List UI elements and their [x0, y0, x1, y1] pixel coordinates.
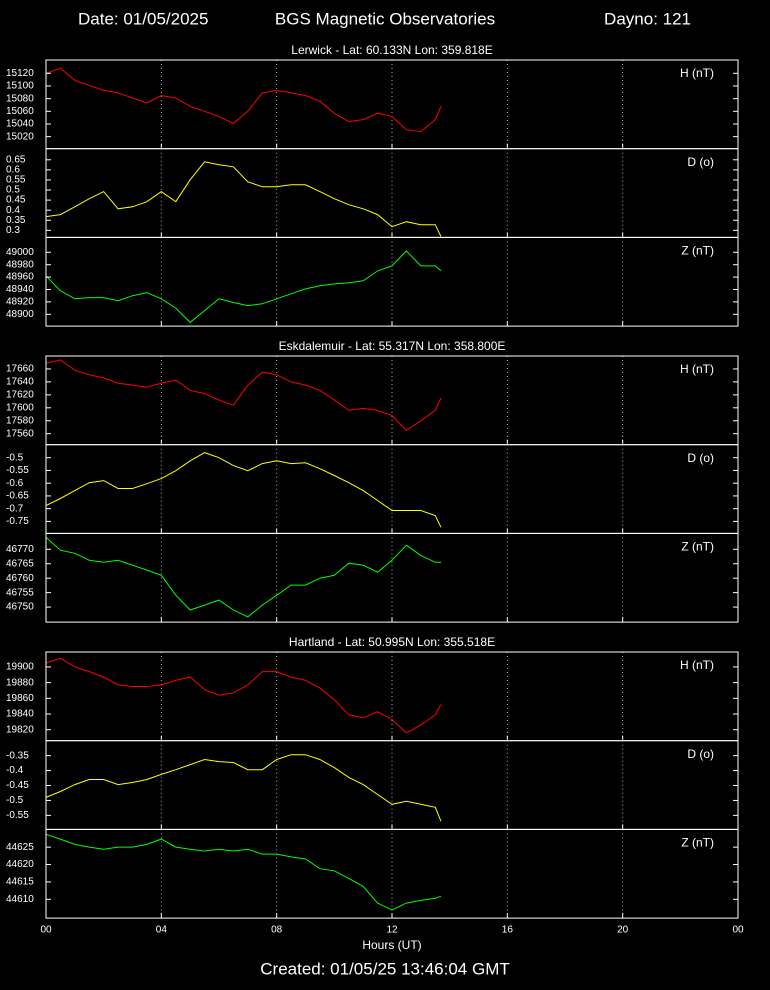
data-line [45, 754, 442, 822]
data-line [45, 161, 442, 237]
y-tick-label: 49000 [6, 247, 34, 258]
y-tick-label: 0.55 [6, 175, 26, 186]
x-tick-label: 00 [40, 925, 52, 936]
panel-label: H (nT) [680, 362, 714, 376]
y-tick-label: 15120 [6, 68, 34, 79]
data-line [45, 359, 442, 432]
panel-label: D (o) [687, 451, 714, 465]
panel-label: D (o) [687, 747, 714, 761]
y-tick-label: 17660 [6, 364, 34, 375]
x-tick-label: 16 [502, 925, 514, 936]
dayno: Dayno: 121 [604, 9, 691, 28]
date: Date: 01/05/2025 [78, 9, 208, 28]
y-tick-label: 0.5 [6, 185, 20, 196]
y-tick-label: 19880 [6, 677, 34, 688]
y-tick-label: 48960 [6, 272, 34, 283]
y-tick-label: -0.75 [6, 516, 29, 527]
x-tick-label: 04 [156, 925, 168, 936]
y-tick-label: 19820 [6, 724, 34, 735]
data-line [45, 833, 442, 911]
y-tick-label: 48980 [6, 259, 34, 270]
chart-title: BGS Magnetic Observatories [275, 9, 495, 28]
y-tick-label: -0.55 [6, 810, 29, 821]
y-tick-label: 46750 [6, 602, 34, 613]
x-tick-label: 00 [732, 925, 744, 936]
panel-label: D (o) [687, 155, 714, 169]
x-tick-label: 08 [271, 925, 283, 936]
panel-label: H (nT) [680, 658, 714, 672]
y-tick-label: -0.6 [6, 478, 24, 489]
y-tick-label: 44615 [6, 877, 34, 888]
y-tick-label: -0.5 [6, 795, 24, 806]
y-tick-label: 0.45 [6, 195, 26, 206]
panel-label: Z (nT) [681, 540, 714, 554]
y-tick-label: 46765 [6, 558, 34, 569]
y-tick-label: 48920 [6, 297, 34, 308]
y-tick-label: 19900 [6, 662, 34, 673]
x-tick-label: 20 [617, 925, 629, 936]
data-line [45, 250, 442, 324]
y-tick-label: 15040 [6, 119, 34, 130]
y-tick-label: -0.55 [6, 465, 29, 476]
y-tick-label: 0.6 [6, 165, 20, 176]
y-tick-label: -0.45 [6, 780, 29, 791]
y-tick-label: 0.4 [6, 205, 20, 216]
y-tick-label: 0.35 [6, 215, 26, 226]
data-line [45, 67, 442, 133]
y-tick-label: 19860 [6, 693, 34, 704]
data-line [45, 452, 442, 528]
y-tick-label: 17640 [6, 377, 34, 388]
y-tick-label: 15060 [6, 106, 34, 117]
panel-frame [45, 236, 739, 327]
y-tick-label: 19840 [6, 709, 34, 720]
panel-label: H (nT) [680, 66, 714, 80]
y-tick-label: 48900 [6, 309, 34, 320]
y-tick-label: -0.5 [6, 452, 24, 463]
y-tick-label: 17620 [6, 389, 34, 400]
data-line [45, 657, 442, 734]
y-tick-label: 44610 [6, 894, 34, 905]
x-tick-label: 12 [386, 925, 398, 936]
x-axis-label: Hours (UT) [362, 938, 421, 952]
y-tick-label: -0.7 [6, 503, 24, 514]
y-tick-label: 0.65 [6, 154, 26, 165]
y-tick-label: 15100 [6, 81, 34, 92]
y-tick-label: 17600 [6, 402, 34, 413]
y-tick-label: -0.4 [6, 765, 24, 776]
station-title: Lerwick - Lat: 60.133N Lon: 359.818E [291, 43, 492, 57]
y-tick-label: 17580 [6, 415, 34, 426]
station-title: Eskdalemuir - Lat: 55.317N Lon: 358.800E [279, 339, 506, 353]
footer: Created: 01/05/25 13:46:04 GMT [260, 959, 510, 978]
panel-frame [45, 532, 739, 623]
station-title: Hartland - Lat: 50.995N Lon: 355.518E [289, 635, 495, 649]
panel-label: Z (nT) [681, 836, 714, 850]
y-tick-label: 46760 [6, 573, 34, 584]
panel-label: Z (nT) [681, 244, 714, 258]
y-tick-label: 15020 [6, 131, 34, 142]
y-tick-label: 46755 [6, 587, 34, 598]
panel-frame [45, 828, 739, 919]
y-tick-label: 15080 [6, 93, 34, 104]
y-tick-label: -0.35 [6, 750, 29, 761]
data-line [45, 537, 441, 618]
y-tick-label: 48940 [6, 284, 34, 295]
y-tick-label: 0.3 [6, 225, 20, 236]
y-tick-label: 46770 [6, 544, 34, 555]
y-tick-label: 44620 [6, 859, 34, 870]
y-tick-label: 17560 [6, 428, 34, 439]
y-tick-label: 44625 [6, 842, 34, 853]
y-tick-label: -0.65 [6, 491, 29, 502]
